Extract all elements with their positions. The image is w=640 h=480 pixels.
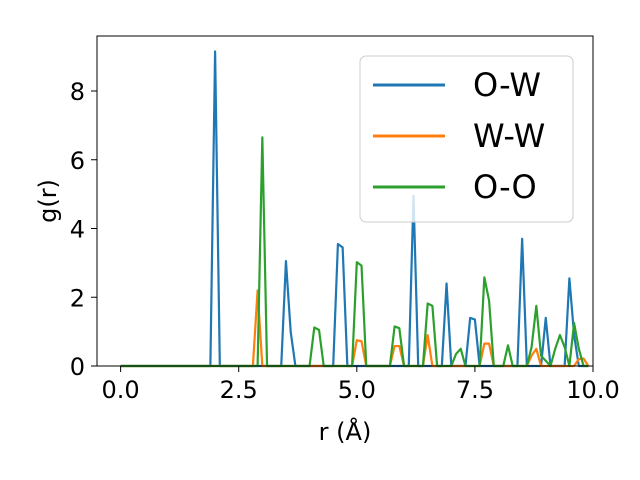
y-axis-label: g(r) <box>34 179 62 223</box>
legend: O-W W-W O-O <box>359 55 574 223</box>
x-axis-label: r (Å) <box>319 417 372 446</box>
x-tick-label: 5.0 <box>338 376 376 404</box>
series-line-o-o <box>120 136 589 368</box>
legend-label-w-w: W-W <box>473 117 545 155</box>
x-tick-label: 2.5 <box>220 376 258 404</box>
x-tick-label: 10.0 <box>566 376 619 404</box>
plot-frame <box>96 35 594 367</box>
series-line-o-w <box>120 50 589 368</box>
y-tick-label: 8 <box>70 78 85 106</box>
x-axis-ticks: 0.0 2.5 5.0 7.5 10.0 <box>102 366 620 404</box>
legend-label-o-w: O-W <box>473 66 541 104</box>
y-axis-ticks: 0 2 4 6 8 <box>70 78 97 381</box>
y-tick-label: 2 <box>70 284 85 312</box>
x-tick-label: 0.0 <box>102 376 140 404</box>
y-tick-label: 0 <box>70 353 85 381</box>
x-tick-label: 7.5 <box>456 376 494 404</box>
legend-label-o-o: O-O <box>473 168 537 206</box>
legend-box <box>359 55 574 223</box>
y-tick-label: 4 <box>70 216 85 244</box>
y-tick-label: 6 <box>70 147 85 175</box>
